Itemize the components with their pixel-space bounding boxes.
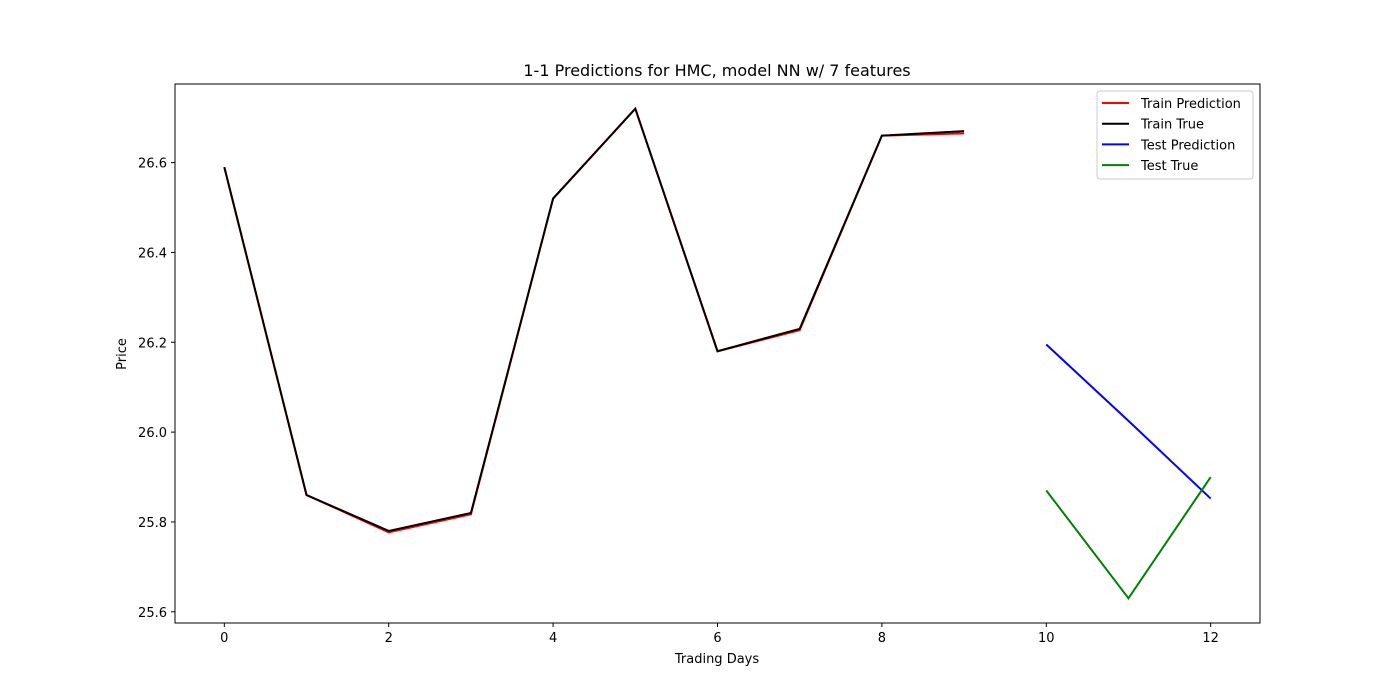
y-tick-label: 26.6 bbox=[138, 157, 167, 172]
x-tick-label: 8 bbox=[878, 631, 886, 646]
series-line-train-prediction bbox=[223, 106, 965, 534]
y-tick-label: 25.8 bbox=[138, 516, 167, 531]
y-tick-label: 25.6 bbox=[138, 606, 167, 621]
x-tick-label: 10 bbox=[1038, 631, 1055, 646]
y-tick-label: 26.2 bbox=[138, 336, 167, 351]
legend-item: Test Prediction bbox=[1102, 138, 1235, 153]
x-tick-label: 2 bbox=[385, 631, 393, 646]
legend-label: Train True bbox=[1140, 118, 1204, 133]
y-axis-label: Price bbox=[115, 338, 130, 370]
series-line-test-true bbox=[1045, 476, 1212, 601]
x-tick-label: 6 bbox=[713, 631, 721, 646]
legend-label: Train Prediction bbox=[1140, 97, 1241, 112]
x-tick-label: 4 bbox=[549, 631, 557, 646]
legend-label: Test Prediction bbox=[1140, 138, 1235, 153]
x-tick-label: 12 bbox=[1202, 631, 1219, 646]
x-axis-label: Trading Days bbox=[674, 652, 759, 667]
plot-area-lines bbox=[223, 106, 1212, 601]
chart-title: 1-1 Predictions for HMC, model NN w/ 7 f… bbox=[523, 61, 910, 80]
x-axis: 0 2 4 6 8 10 12 bbox=[220, 623, 1219, 646]
y-tick-label: 26.0 bbox=[138, 426, 167, 441]
y-tick-label: 26.4 bbox=[138, 246, 167, 261]
legend-item: Train Prediction bbox=[1102, 97, 1241, 112]
legend-item: Test True bbox=[1102, 159, 1198, 174]
series-line-test-prediction bbox=[1045, 343, 1212, 500]
legend: Train Prediction Train True Test Predictio… bbox=[1096, 90, 1254, 180]
legend-box bbox=[1096, 90, 1254, 180]
y-axis: 25.6 25.8 26.0 26.2 26.4 26.6 bbox=[138, 157, 175, 621]
legend-label: Test True bbox=[1140, 159, 1198, 174]
legend-item: Train True bbox=[1102, 118, 1204, 133]
x-tick-label: 0 bbox=[220, 631, 228, 646]
series-line-train-true bbox=[223, 106, 965, 532]
